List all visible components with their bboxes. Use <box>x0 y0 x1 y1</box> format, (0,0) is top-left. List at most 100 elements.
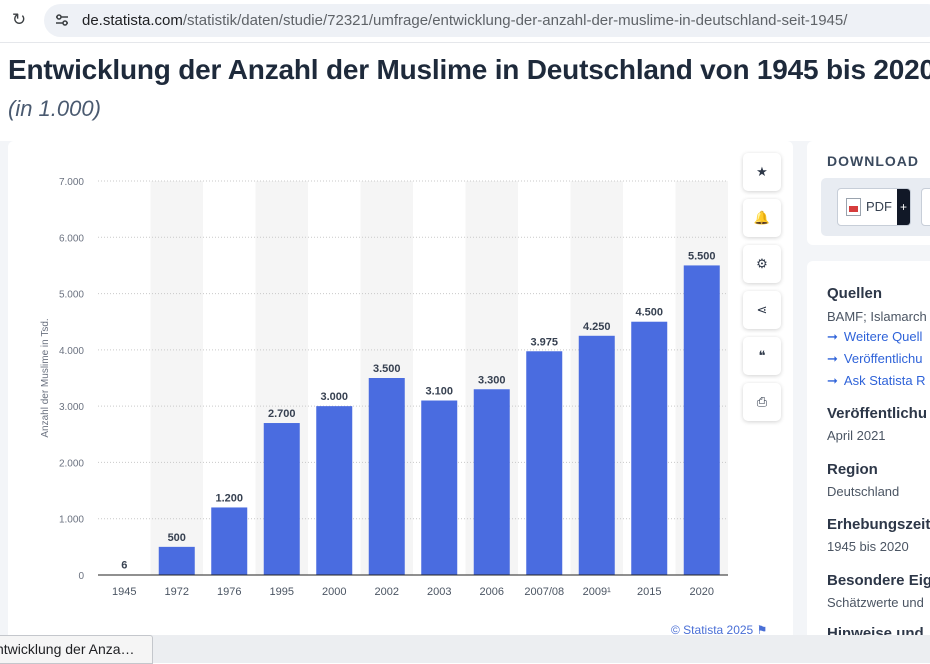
y-tick-label: 5.000 <box>59 290 84 301</box>
data-label: 4.250 <box>583 321 611 333</box>
notification-button[interactable]: 🔔 <box>743 199 781 237</box>
arrow-right-icon: ➞ <box>827 329 838 344</box>
x-tick-label: 1945 <box>112 586 136 598</box>
x-tick-label: 2007/08 <box>524 586 564 598</box>
bar <box>578 335 615 575</box>
arrow-right-icon: ➞ <box>827 351 838 366</box>
link-label: Veröffentlichu <box>843 351 923 366</box>
bar <box>683 265 720 575</box>
browser-toolbar: ↻ de.statista.com/statistik/daten/studie… <box>0 0 930 43</box>
x-tick-label: 2015 <box>637 586 661 598</box>
data-label: 3.975 <box>530 336 558 348</box>
x-tick-label: 1972 <box>165 586 189 598</box>
settings-button[interactable]: ⚙ <box>743 245 781 283</box>
star-icon: ★ <box>756 164 768 179</box>
page-content: Entwicklung der Anzahl der Muslime in De… <box>0 43 930 635</box>
data-label: 3.100 <box>425 386 453 398</box>
pdf-plus-icon[interactable]: + <box>897 189 910 225</box>
data-label: 1.200 <box>215 492 243 504</box>
y-tick-label: 7.000 <box>59 177 84 188</box>
page-header: Entwicklung der Anzahl der Muslime in De… <box>0 43 930 141</box>
link-label: Weitere Quell <box>843 329 923 344</box>
bar <box>421 400 458 575</box>
chart-card: 0 1.000 2.000 3.000 4.000 5.000 6.000 7.000 Anza… <box>8 141 793 635</box>
bar <box>473 389 510 575</box>
bar <box>158 546 195 575</box>
pdf-download-button[interactable]: PDF + <box>837 188 911 226</box>
bar-chart: 0 1.000 2.000 3.000 4.000 5.000 6.000 7.000 Anza… <box>40 177 728 598</box>
x-tick-label: 2003 <box>427 586 451 598</box>
bell-icon: 🔔 <box>753 210 771 225</box>
status-bar: ntwicklung der Anza… <box>0 635 930 664</box>
page-subtitle: (in 1.000) <box>8 96 101 121</box>
notes-title: Hinweise und <box>827 625 924 635</box>
pdf-label: PDF <box>866 199 892 214</box>
bar <box>368 378 405 575</box>
info-card: Quellen BAMF; Islamarch ➞ Weitere Quell ➞… <box>807 261 930 635</box>
download-card: DOWNLOAD PDF + <box>807 141 930 245</box>
y-tick-label: 2.000 <box>59 458 84 469</box>
flag-icon: ⚑ <box>756 623 768 635</box>
survey-period-value: 1945 bis 2020 <box>827 539 909 554</box>
sources-text: BAMF; Islamarch <box>827 309 927 324</box>
x-tick-label: 2006 <box>480 586 504 598</box>
page-title: Entwicklung der Anzahl der Muslime in De… <box>8 54 930 85</box>
address-bar[interactable]: de.statista.com/statistik/daten/studie/7… <box>44 4 930 37</box>
bar <box>526 351 563 575</box>
credit-text: © Statista 2025 <box>671 623 754 635</box>
x-tick-label: 2020 <box>690 586 714 598</box>
x-tick-label: 1995 <box>270 586 294 598</box>
y-tick-label: 1.000 <box>59 515 84 526</box>
statista-credit[interactable]: © Statista 2025 ⚑ <box>671 623 767 635</box>
xls-download-button[interactable] <box>921 188 930 226</box>
special-properties-value: Schätzwerte und <box>827 595 924 610</box>
share-button[interactable]: ⋖ <box>743 291 781 329</box>
chart-band <box>150 181 203 575</box>
x-tick-label: 1976 <box>217 586 241 598</box>
region-title: Region <box>827 461 878 478</box>
y-tick-label: 3.000 <box>59 402 84 413</box>
gear-icon: ⚙ <box>756 256 768 271</box>
link-publication[interactable]: ➞ Veröffentlichu <box>827 351 922 367</box>
favorite-button[interactable]: ★ <box>743 153 781 191</box>
special-properties-title: Besondere Eig <box>827 572 930 589</box>
print-button[interactable]: ⎙ <box>743 383 781 421</box>
y-tick-label: 6.000 <box>59 233 84 244</box>
status-tab[interactable]: ntwicklung der Anza… <box>0 635 153 664</box>
published-title: Veröffentlichu <box>827 405 928 422</box>
cite-button[interactable]: ❝ <box>743 337 781 375</box>
y-tick-label: 4.000 <box>59 346 84 357</box>
link-more-sources[interactable]: ➞ Weitere Quell <box>827 329 922 345</box>
bar <box>316 406 353 575</box>
sources-title: Quellen <box>827 285 883 302</box>
pdf-file-icon <box>846 198 861 216</box>
x-tick-label: 2002 <box>375 586 399 598</box>
data-label: 500 <box>168 532 186 544</box>
quote-icon: ❝ <box>758 348 766 363</box>
data-label: 5.500 <box>688 250 716 262</box>
site-settings-icon[interactable] <box>54 12 70 28</box>
link-ask-statista[interactable]: ➞ Ask Statista R <box>827 373 926 389</box>
data-label: 2.700 <box>268 408 296 420</box>
data-label: 3.000 <box>320 391 348 403</box>
arrow-right-icon: ➞ <box>827 373 838 388</box>
y-axis-label: Anzahl der Muslime in Tsd. <box>40 318 51 437</box>
y-tick-label: 0 <box>78 571 84 582</box>
published-value: April 2021 <box>827 428 886 443</box>
download-buttons: PDF + <box>821 178 930 236</box>
share-icon: ⋖ <box>756 302 768 317</box>
bar <box>211 507 248 575</box>
reload-icon[interactable]: ↻ <box>11 10 27 29</box>
url-host: de.statista.com <box>82 12 183 29</box>
x-tick-label: 2000 <box>322 586 346 598</box>
x-tick-label: 2009¹ <box>583 586 611 598</box>
status-tab-text: ntwicklung der Anza… <box>0 641 135 657</box>
url-text[interactable]: de.statista.com/statistik/daten/studie/7… <box>82 12 847 29</box>
data-label: 3.300 <box>478 374 506 386</box>
url-path: /statistik/daten/studie/72321/umfrage/en… <box>182 12 848 29</box>
chart-toolbar: ★ 🔔 ⚙ ⋖ ❝ ⎙ <box>743 153 783 429</box>
link-label: Ask Statista R <box>843 373 926 388</box>
bar <box>263 423 300 575</box>
download-title: DOWNLOAD <box>827 153 919 169</box>
data-label: 4.500 <box>635 307 663 319</box>
